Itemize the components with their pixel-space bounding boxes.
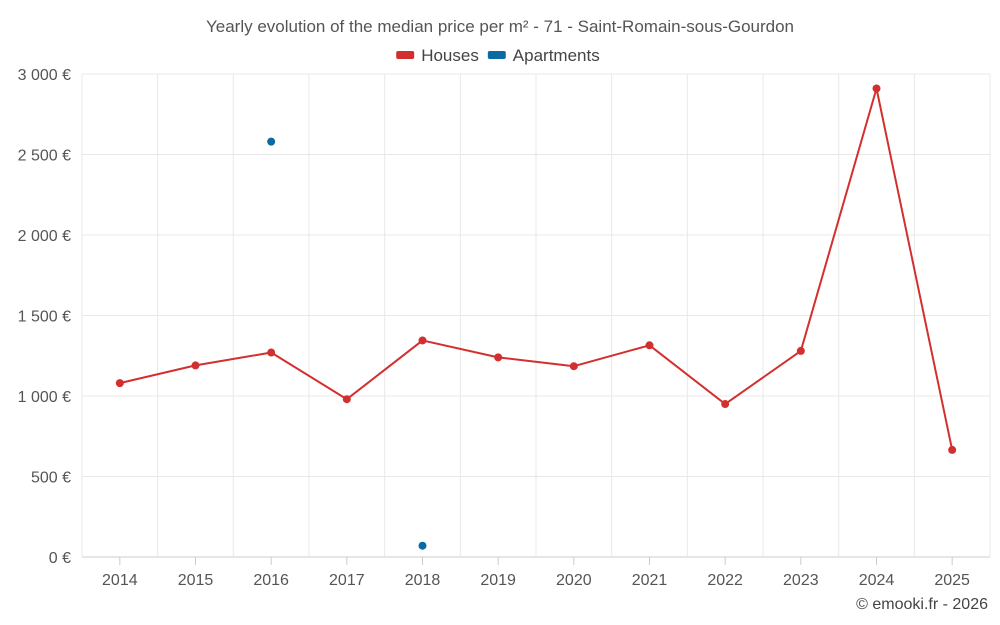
data-point-houses [191, 361, 200, 370]
y-tick-label: 1 000 € [18, 389, 71, 406]
y-tick-label: 3 000 € [18, 67, 71, 84]
chart-title: Yearly evolution of the median price per… [206, 17, 794, 36]
data-point-houses [342, 395, 351, 404]
y-axis: 0 € 500 € 1 000 € 1 500 € 2 000 € 2 500 € 3 00… [18, 67, 71, 567]
credit: © emooki.fr - 2026 [856, 596, 988, 613]
y-tick-label: 500 € [31, 470, 71, 487]
series-line-houses [119, 87, 954, 451]
y-tick-label: 1 500 € [18, 309, 71, 326]
grid [81, 73, 991, 558]
x-tick-label: 2022 [707, 572, 743, 589]
data-point-houses [115, 379, 124, 388]
data-point-houses [418, 336, 427, 345]
y-tick-label: 0 € [49, 550, 71, 567]
x-tick-label: 2021 [632, 572, 668, 589]
data-point-houses [494, 353, 503, 362]
series-houses [115, 84, 957, 454]
y-tick-label: 2 500 € [18, 148, 71, 165]
x-tick-label: 2016 [253, 572, 289, 589]
data-point-houses [872, 84, 881, 93]
legend-item-apartments: Apartments [487, 46, 600, 65]
legend-swatch [396, 51, 415, 59]
series-group [115, 84, 957, 550]
data-point-houses [721, 400, 730, 409]
x-tick-label: 2017 [329, 572, 365, 589]
x-tick-label: 2024 [859, 572, 895, 589]
legend: Houses Apartments [396, 46, 600, 65]
data-point-houses [267, 348, 276, 357]
x-tick-label: 2014 [102, 572, 138, 589]
x-tick-label: 2020 [556, 572, 592, 589]
legend-swatch [487, 51, 506, 59]
x-tick-label: 2025 [934, 572, 970, 589]
x-tick-label: 2015 [178, 572, 214, 589]
x-axis: 2014 2015 2016 2017 2018 2019 2020 2021 2022 2023… [102, 557, 970, 589]
data-point-apartments [267, 137, 276, 146]
y-tick-label: 2 000 € [18, 228, 71, 245]
x-tick-label: 2023 [783, 572, 819, 589]
series-apartments [267, 137, 427, 550]
data-point-houses [948, 445, 957, 454]
legend-item-houses: Houses [396, 46, 479, 65]
legend-label: Houses [421, 46, 479, 65]
x-tick-label: 2018 [405, 572, 441, 589]
data-point-houses [796, 346, 805, 355]
data-point-houses [569, 362, 578, 371]
data-point-houses [645, 341, 654, 350]
legend-label: Apartments [513, 46, 600, 65]
x-tick-label: 2019 [480, 572, 516, 589]
data-point-apartments [418, 541, 427, 550]
